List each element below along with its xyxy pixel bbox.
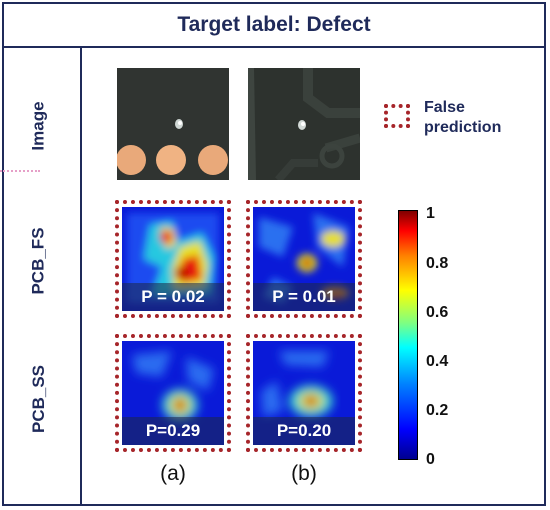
prediction-value: P = 0.02 — [141, 287, 205, 306]
column-label-a: (a) — [160, 462, 186, 485]
heatmap-pcb-ss-a: P=0.29 — [115, 334, 231, 452]
column-label-b: (b) — [291, 462, 317, 485]
row-label-pcb-fs: PCB_FS — [28, 227, 48, 295]
false-prediction-label: False prediction — [424, 99, 502, 136]
pcb-photo-a — [117, 68, 229, 180]
colorbar-tick: 1 — [426, 205, 435, 222]
prediction-strip: P = 0.01 — [253, 283, 355, 311]
prediction-strip: P=0.20 — [253, 417, 355, 445]
colorbar — [398, 210, 418, 460]
title-bar: Target label: Defect — [4, 4, 544, 48]
heatmap-pcb-fs-a: P = 0.02 — [115, 200, 231, 318]
figure-frame: Target label: Defect — [2, 2, 546, 506]
prediction-strip: P = 0.02 — [122, 283, 224, 311]
colorbar-tick: 0.4 — [426, 353, 449, 370]
row-label-image: Image — [28, 101, 48, 151]
heatmap-pcb-fs-b: P = 0.01 — [246, 200, 362, 318]
colorbar-tick: 0.2 — [426, 402, 449, 419]
prediction-value: P=0.29 — [145, 421, 201, 440]
colorbar-tick: 0.8 — [426, 255, 449, 272]
colorbar-tick: 0 — [426, 451, 435, 468]
heatmap-pcb-ss-b: P=0.20 — [246, 334, 362, 452]
row-label-column — [4, 48, 82, 504]
prediction-value: P=0.20 — [276, 421, 332, 440]
colorbar-tick: 0.6 — [426, 304, 449, 321]
row-label-pcb-ss: PCB_SS — [29, 364, 48, 434]
pcb-photo-b — [248, 68, 360, 180]
false-prediction-swatch — [384, 104, 410, 128]
prediction-strip: P=0.29 — [122, 417, 224, 445]
prediction-value: P = 0.01 — [272, 287, 336, 306]
figure-title: Target label: Defect — [177, 13, 371, 36]
dotted-tick — [0, 170, 40, 172]
